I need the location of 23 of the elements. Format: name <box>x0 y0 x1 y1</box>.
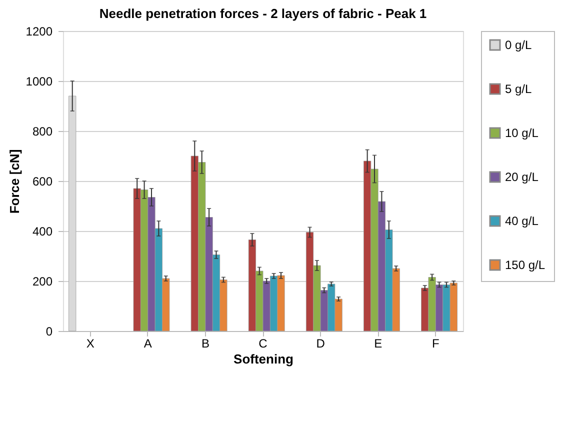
legend-label: 5 g/L <box>505 82 532 96</box>
x-tick-label: B <box>201 336 210 350</box>
y-axis-title: Force [cN] <box>6 149 22 214</box>
x-axis-title: Softening <box>234 352 294 366</box>
x-tick-label: C <box>258 336 268 350</box>
y-tick-label: 0 <box>46 324 53 338</box>
chart-title: Needle penetration forces - 2 layers of fabric - Peak 1 <box>99 6 427 21</box>
legend-label: 40 g/L <box>505 214 539 228</box>
x-tick-label: X <box>86 336 94 350</box>
x-tick-label: D <box>316 336 326 350</box>
x-tick-label: F <box>432 336 440 350</box>
y-tick-label: 1000 <box>26 74 53 88</box>
y-tick-label: 200 <box>32 274 53 288</box>
legend-label: 150 g/L <box>505 258 546 272</box>
y-tick-label: 400 <box>32 224 53 238</box>
y-tick-label: 800 <box>32 124 53 138</box>
x-tick-label: E <box>374 336 382 350</box>
y-tick-label: 1200 <box>26 24 53 38</box>
legend-label: 20 g/L <box>505 170 539 184</box>
y-tick-label: 600 <box>32 174 53 188</box>
x-tick-label: A <box>144 336 152 350</box>
legend-label: 10 g/L <box>505 126 539 140</box>
legend-label: 0 g/L <box>505 38 532 52</box>
